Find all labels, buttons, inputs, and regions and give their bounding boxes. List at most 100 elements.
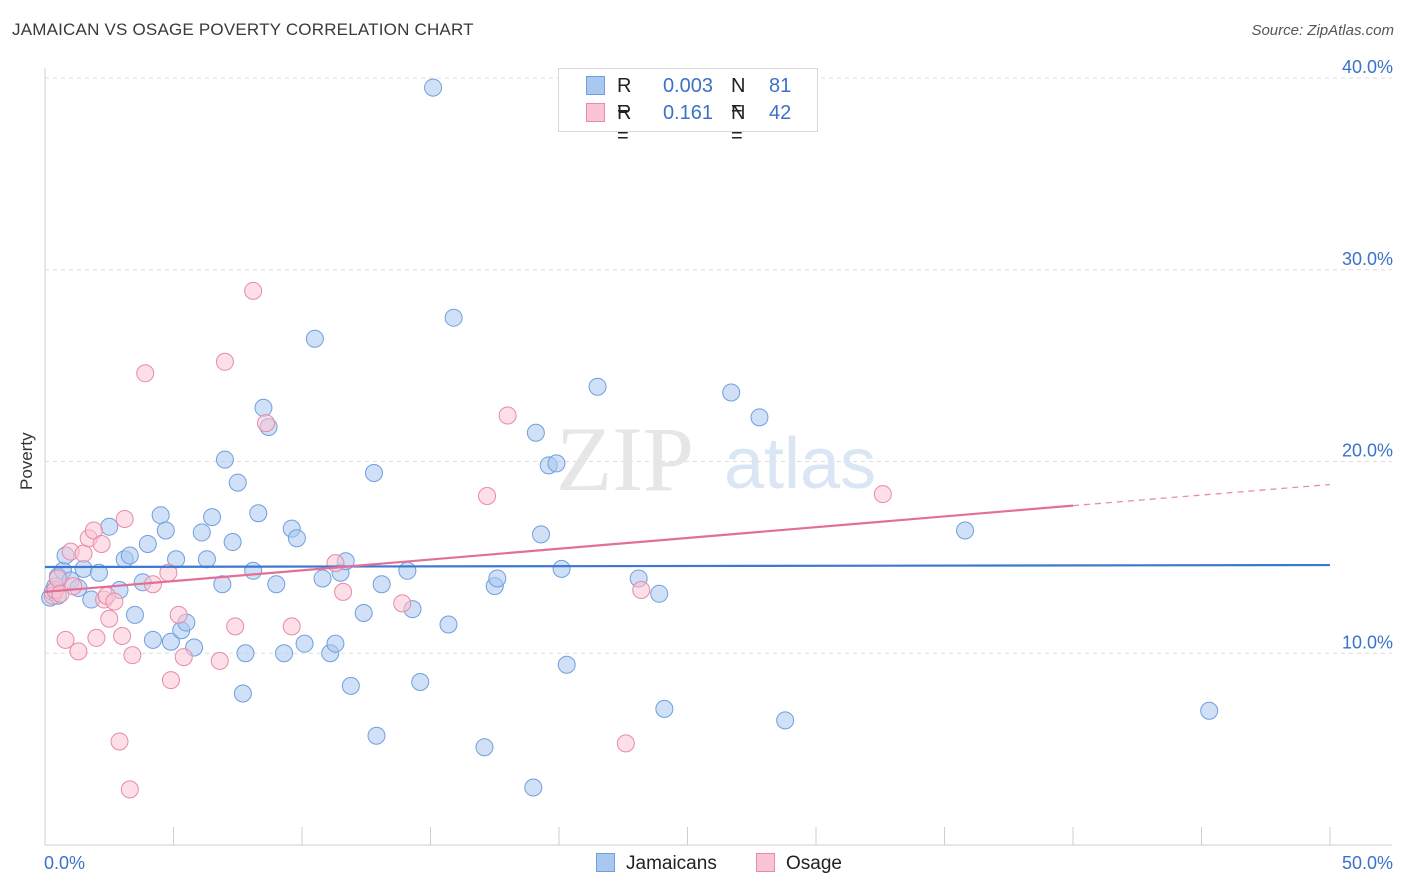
osage-point — [174, 648, 193, 667]
osage-point — [92, 534, 111, 553]
legend-r-label: R = — [617, 75, 632, 120]
jamaicans-point — [197, 550, 216, 569]
jamaicans-point — [161, 632, 180, 651]
legend-r-value: 0.161 — [662, 102, 713, 124]
osage-point — [226, 617, 245, 636]
tick-labels: 10.0% 20.0% 30.0% 40.0% 0.0% 50.0% — [44, 57, 1393, 873]
legend-n-value: 81 — [769, 75, 792, 97]
y-tick-label: 20.0% — [1342, 441, 1393, 461]
legend-swatch-jamaicans — [586, 76, 605, 95]
jamaicans-point — [249, 504, 268, 523]
jamaicans-point — [203, 508, 222, 527]
jamaicans-point — [776, 711, 795, 730]
osage-point — [115, 510, 134, 529]
jamaicans-point — [74, 559, 93, 578]
jamaicans-point — [552, 559, 571, 578]
osage-point — [873, 485, 892, 504]
osage-point — [334, 582, 353, 601]
osage-point — [100, 609, 119, 628]
jamaicans-point — [341, 676, 360, 695]
osage-point — [215, 352, 234, 371]
jamaicans-point — [100, 517, 119, 536]
jamaicans-point — [372, 575, 391, 594]
osage-point — [84, 521, 103, 540]
osage-point — [113, 626, 132, 645]
jamaicans-point — [722, 383, 741, 402]
jamaicans-point — [120, 546, 139, 565]
osage-point — [393, 594, 412, 613]
jamaicans-point — [138, 534, 157, 553]
legend-n-value: 42 — [769, 102, 792, 124]
osage-point — [616, 734, 635, 753]
jamaicans-point — [151, 506, 170, 525]
jamaicans-point — [411, 673, 430, 692]
osage-point — [56, 630, 75, 649]
osage-point — [210, 651, 229, 670]
watermark-zip: ZIP — [556, 408, 694, 510]
y-tick-label: 40.0% — [1342, 57, 1393, 77]
jamaicans-point — [444, 308, 463, 327]
osage-point — [282, 617, 301, 636]
jamaicans-point — [228, 473, 247, 492]
osage-point — [48, 569, 67, 588]
osage-point — [74, 544, 93, 563]
trend-lines — [44, 483, 1331, 593]
jamaicans-point — [275, 644, 294, 663]
legend-swatch-osage — [756, 853, 775, 872]
jamaicans-point — [244, 561, 263, 580]
osage-point — [105, 592, 124, 611]
legend-swatch-osage — [586, 103, 605, 122]
jamaicans-point — [236, 644, 255, 663]
jamaicans-point — [326, 634, 345, 653]
data-points — [41, 78, 1219, 799]
osage-point — [257, 414, 276, 433]
osage-trend-extension — [1072, 483, 1331, 507]
osage-point — [87, 628, 106, 647]
osage-point — [244, 281, 263, 300]
jamaicans-point — [1200, 701, 1219, 720]
legend-n-label: N = — [731, 102, 746, 147]
jamaicans-point — [215, 450, 234, 469]
jamaicans-point — [143, 630, 162, 649]
jamaicans-point — [475, 738, 494, 757]
jamaicans-point — [956, 521, 975, 540]
jamaicans-point — [398, 561, 417, 580]
osage-point — [123, 646, 142, 665]
jamaicans-point — [354, 603, 373, 622]
jamaicans-point — [547, 454, 566, 473]
jamaicans-point — [295, 634, 314, 653]
jamaicans-point — [305, 329, 324, 348]
jamaicans-point — [655, 699, 674, 718]
legend-label-jamaicans: Jamaicans — [626, 853, 717, 874]
jamaicans-point — [192, 523, 211, 542]
jamaicans-point — [650, 584, 669, 603]
watermark: ZIP atlas — [556, 408, 876, 510]
y-tick-label: 10.0% — [1342, 632, 1393, 652]
osage-point — [69, 642, 88, 661]
chart-title: JAMAICAN VS OSAGE POVERTY CORRELATION CH… — [12, 20, 474, 39]
watermark-atlas: atlas — [724, 424, 876, 504]
x-tick-label: 0.0% — [44, 853, 85, 873]
jamaicans-point — [223, 533, 242, 552]
x-tick-label: 50.0% — [1342, 853, 1393, 873]
y-axis-title: Poverty — [17, 432, 36, 490]
jamaicans-point — [367, 726, 386, 745]
jamaicans-point — [439, 615, 458, 634]
legend-swatch-jamaicans — [596, 853, 615, 872]
jamaicans-point — [526, 423, 545, 442]
osage-point — [632, 580, 651, 599]
jamaicans-point — [588, 377, 607, 396]
jamaicans-point — [233, 684, 252, 703]
axes — [44, 68, 1392, 846]
jamaicans-point — [750, 408, 769, 427]
y-tick-label: 30.0% — [1342, 249, 1393, 269]
jamaicans-point — [156, 521, 175, 540]
jamaicans-point — [125, 605, 144, 624]
osage-point — [478, 487, 497, 506]
jamaicans-point — [524, 778, 543, 797]
jamaicans-point — [313, 569, 332, 588]
legend-r-value: 0.003 — [662, 75, 713, 97]
jamaicans-point — [364, 464, 383, 483]
osage-point — [161, 671, 180, 690]
